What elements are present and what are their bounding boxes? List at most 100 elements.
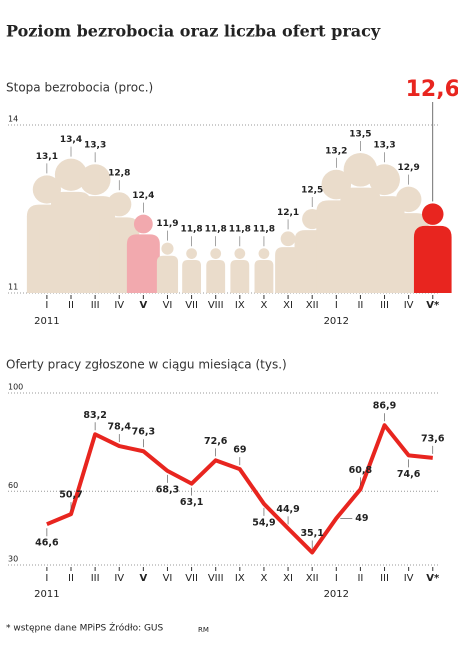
person-bar [126, 214, 160, 293]
value-label: 83,2 [83, 410, 106, 421]
value-label: 44,9 [276, 504, 299, 515]
x-tick-label: II [357, 300, 363, 311]
y-tick-label: 30 [8, 555, 18, 564]
person-body [275, 247, 301, 293]
year-label: 2011 [34, 589, 59, 600]
person-head [422, 203, 444, 225]
person-body [156, 255, 179, 293]
x-tick-label: XI [283, 300, 293, 311]
x-tick-label: V [139, 300, 147, 311]
person-body [126, 234, 160, 293]
person-bar [156, 242, 179, 293]
y-tick-label: 60 [8, 481, 18, 490]
value-label: 13,3 [84, 141, 106, 151]
person-head [210, 248, 222, 259]
credit: RM [198, 626, 209, 634]
value-label: 12,6 [406, 77, 458, 102]
x-tick-label: V [139, 573, 147, 584]
x-tick-label: III [91, 573, 100, 584]
value-label: 11,8 [229, 225, 251, 235]
person-head [161, 242, 174, 255]
person-bar [275, 231, 301, 293]
value-label: 12,8 [108, 169, 130, 179]
person-body [206, 259, 226, 293]
person-body [230, 259, 250, 293]
value-label: 13,5 [349, 130, 371, 140]
x-tick-label: IV [114, 573, 124, 584]
x-tick-label: I [45, 573, 48, 584]
x-tick-label: IX [235, 300, 245, 311]
x-tick-label: IV [404, 300, 414, 311]
x-tick-label: I [335, 573, 338, 584]
y-tick-label: 14 [8, 115, 18, 124]
x-tick-label: V* [426, 573, 440, 584]
person-head [54, 158, 88, 191]
value-label: 72,6 [204, 436, 228, 447]
title: Poziom bezrobocia oraz liczba ofert prac… [6, 22, 381, 41]
year-label: 2012 [324, 316, 349, 327]
value-label: 74,6 [397, 469, 421, 480]
x-tick-label: VII [185, 300, 198, 311]
value-label: 13,2 [325, 146, 347, 156]
person-head [107, 192, 132, 217]
chart-title: Stopa bezrobocia (proc.) [6, 81, 153, 95]
x-tick-label: XII [306, 573, 319, 584]
value-label: 12,9 [398, 163, 420, 173]
value-label: 13,1 [36, 152, 58, 162]
x-tick-label: XII [306, 300, 319, 311]
value-label: 54,9 [252, 517, 275, 528]
value-label: 13,4 [60, 135, 82, 145]
x-tick-label: IX [235, 573, 245, 584]
person-head [395, 186, 422, 213]
data-line [46, 423, 433, 555]
value-label: 11,8 [205, 225, 227, 235]
person-head [258, 248, 270, 259]
person-body [254, 259, 274, 293]
person-head [369, 164, 400, 196]
value-label: 11,8 [180, 225, 202, 235]
x-tick-label: VIII [208, 300, 224, 311]
chart-title: Oferty pracy zgłoszone w ciągu miesiąca … [6, 358, 287, 372]
year-label: 2012 [324, 589, 349, 600]
person-head [343, 153, 378, 187]
person-head [186, 248, 197, 259]
value-label: 63,1 [180, 497, 203, 508]
person-bar [206, 248, 226, 293]
x-tick-label: V* [426, 300, 440, 311]
footnote: * wstępne dane MPiPS Źródło: GUS [6, 622, 164, 634]
x-tick-label: II [68, 573, 74, 584]
x-tick-label: IV [404, 573, 414, 584]
x-tick-label: VII [185, 573, 198, 584]
x-tick-label: IV [114, 300, 124, 311]
x-tick-label: III [91, 300, 100, 311]
value-label: 46,6 [35, 538, 59, 549]
x-tick-label: II [68, 300, 74, 311]
value-label: 35,1 [300, 528, 323, 539]
value-label: 49 [355, 513, 368, 524]
person-body [413, 225, 452, 293]
y-tick-label: 100 [8, 383, 23, 392]
x-tick-label: I [335, 300, 338, 311]
value-label: 12,1 [277, 208, 299, 218]
x-tick-label: XI [283, 573, 293, 584]
x-tick-label: III [380, 300, 389, 311]
value-label: 50,7 [59, 490, 82, 501]
x-tick-label: X [261, 573, 268, 584]
year-label: 2011 [34, 316, 59, 327]
value-label: 13,3 [373, 141, 395, 151]
person-head [79, 164, 111, 196]
value-label: 69 [233, 445, 246, 456]
value-label: 86,9 [373, 401, 396, 412]
value-label: 76,3 [132, 427, 155, 438]
value-label: 11,9 [156, 219, 178, 229]
person-head [280, 231, 296, 247]
x-tick-label: VIII [208, 573, 224, 584]
value-label: 68,3 [156, 484, 179, 495]
person-head [133, 214, 153, 234]
person-head [234, 248, 246, 259]
x-tick-label: VI [163, 300, 173, 311]
value-label: 12,4 [132, 191, 154, 201]
x-tick-label: II [357, 573, 363, 584]
x-tick-label: X [261, 300, 268, 311]
